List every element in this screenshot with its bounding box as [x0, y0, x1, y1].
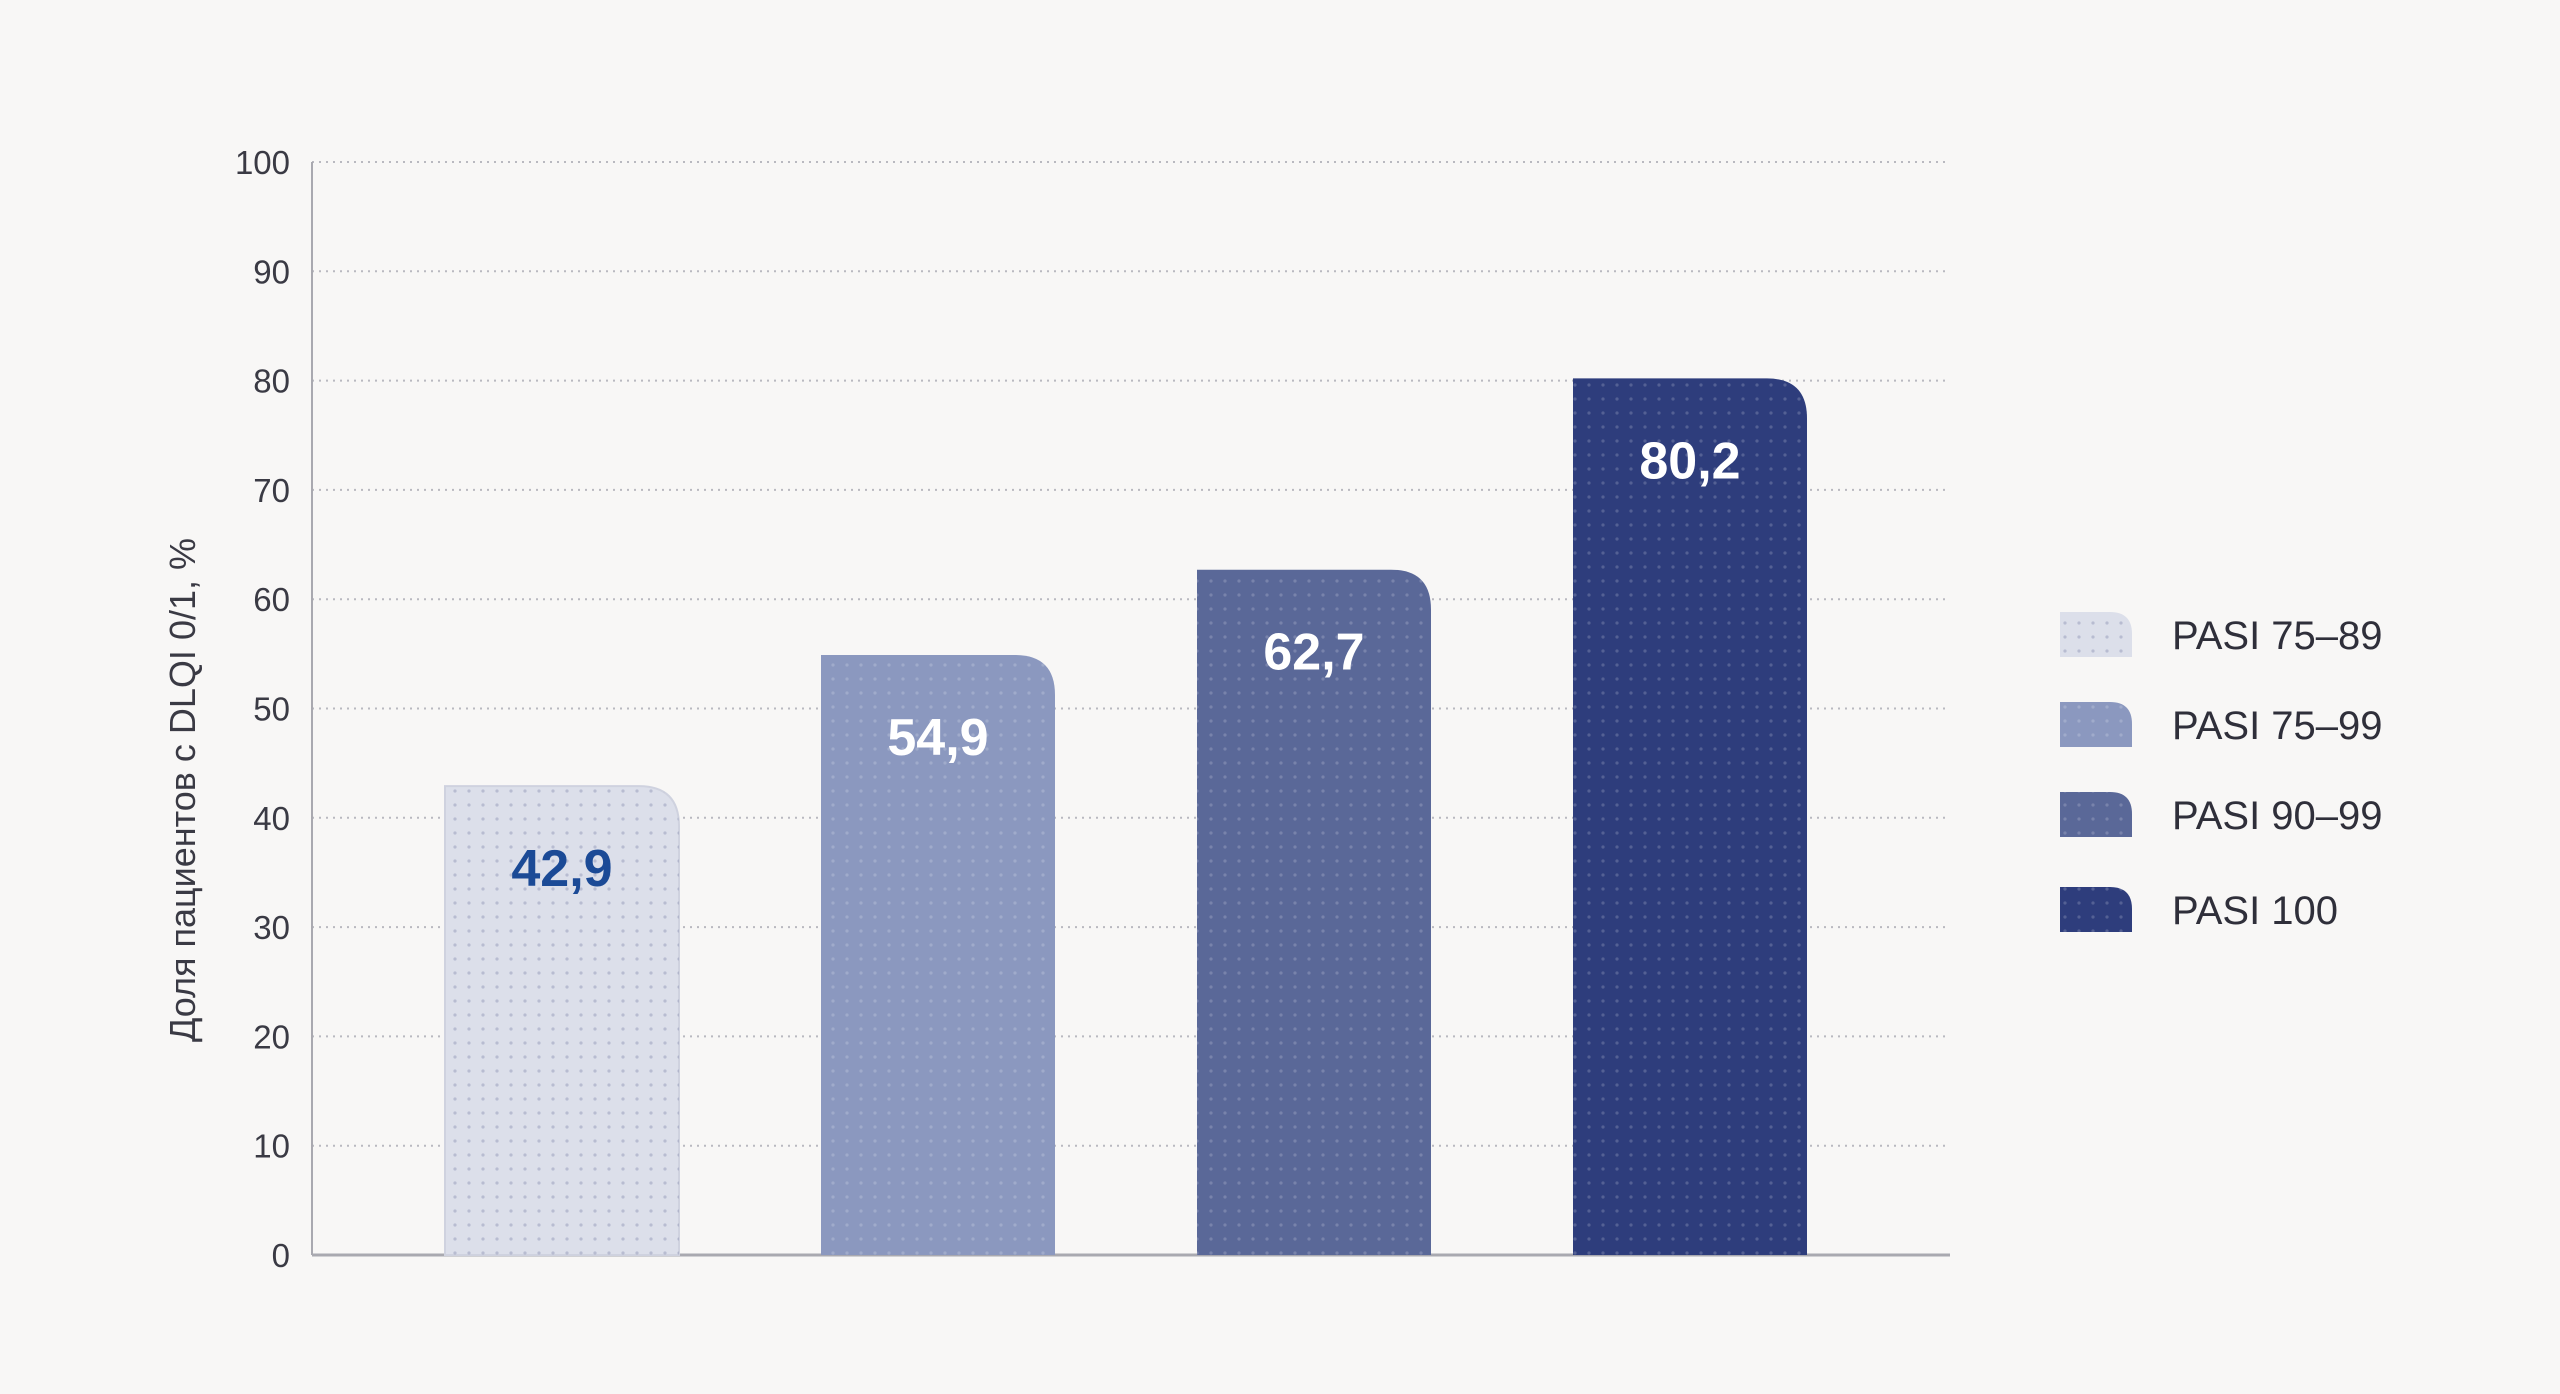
- y-tick-label-100: 100: [235, 144, 290, 181]
- data-labels: 42,9 54,9 62,7 80,2: [511, 432, 1740, 898]
- legend-label-1: PASI 75–89: [2172, 614, 2383, 658]
- legend-label-4: PASI 100: [2172, 889, 2338, 933]
- legend-label-2: PASI 75–99: [2172, 704, 2383, 748]
- y-tick-label-80: 80: [253, 363, 290, 400]
- bar-texture-3: [1197, 569, 1431, 1255]
- data-label-3: 62,7: [1263, 624, 1364, 682]
- y-tick-label-30: 30: [253, 909, 290, 946]
- y-tick-label-40: 40: [253, 800, 290, 837]
- bar-3: [1197, 569, 1431, 1255]
- y-tick-label-90: 90: [253, 253, 290, 290]
- data-label-4: 80,2: [1639, 432, 1740, 490]
- legend-swatch-texture-1: [2060, 612, 2132, 657]
- bar-texture-2: [821, 654, 1055, 1255]
- y-tick-label-0: 0: [272, 1237, 290, 1274]
- bar-texture-4: [1573, 378, 1807, 1255]
- legend-swatch-texture-4: [2060, 887, 2132, 932]
- legend-swatch-texture-3: [2060, 792, 2132, 837]
- legend-swatch-texture-2: [2060, 702, 2132, 747]
- bar-texture-1: [445, 786, 679, 1255]
- y-tick-label-70: 70: [253, 472, 290, 509]
- legend-item-4: PASI 100: [2060, 887, 2338, 933]
- legend-item-2: PASI 75–99: [2060, 702, 2383, 748]
- y-axis-title: Доля пациентов с DLQI 0/1, %: [162, 538, 203, 1042]
- y-tick-label-20: 20: [253, 1018, 290, 1055]
- y-tick-label-60: 60: [253, 581, 290, 618]
- legend-item-3: PASI 90–99: [2060, 792, 2383, 838]
- data-label-2: 54,9: [887, 709, 988, 767]
- bar-4: [1573, 378, 1807, 1255]
- data-label-1: 42,9: [511, 840, 612, 898]
- legend-label-3: PASI 90–99: [2172, 794, 2383, 838]
- legend-item-1: PASI 75–89: [2060, 612, 2383, 658]
- bar-1: [444, 785, 680, 1256]
- y-tick-label-10: 10: [253, 1128, 290, 1165]
- y-tick-labels: 0 10 20 30 40 50 60 70 80 90 100: [235, 144, 290, 1274]
- y-tick-label-50: 50: [253, 691, 290, 728]
- bar-2: [821, 654, 1055, 1255]
- legend: PASI 75–89 PASI 75–99 PASI 90–99 PASI 100: [2060, 612, 2383, 933]
- bars: [444, 378, 1807, 1256]
